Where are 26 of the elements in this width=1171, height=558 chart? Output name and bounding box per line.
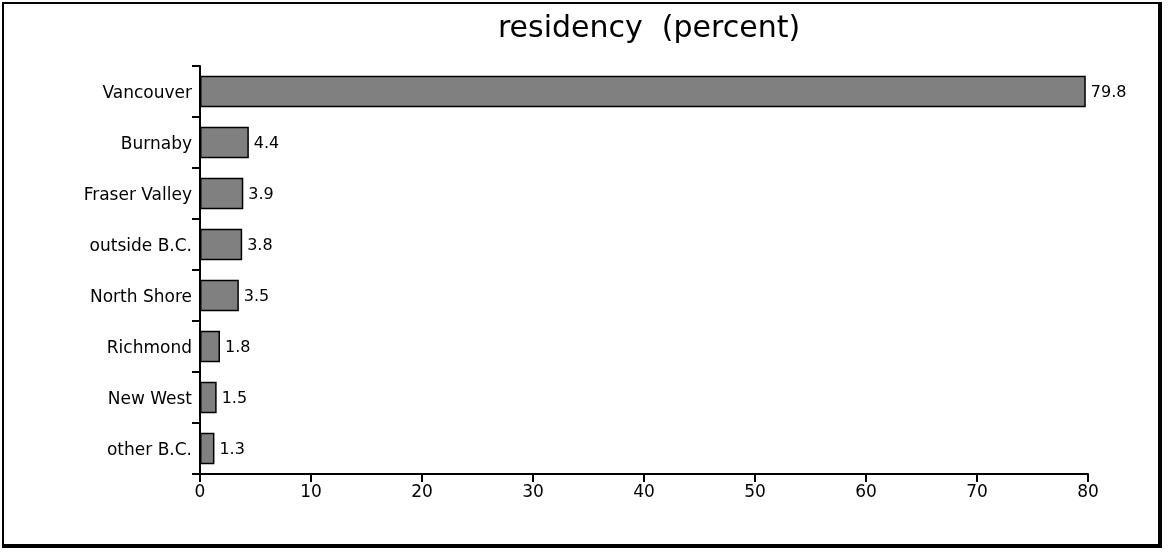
y-tick-label: New West xyxy=(107,387,193,408)
data-label: 1.5 xyxy=(221,388,248,407)
data-label: 3.5 xyxy=(243,286,270,305)
data-label: 3.8 xyxy=(247,235,273,254)
x-tick-label: 80 xyxy=(1077,480,1099,501)
x-tick-label: 20 xyxy=(411,480,433,501)
data-label: 79.8 xyxy=(1090,82,1127,101)
data-label: 4.4 xyxy=(253,133,280,152)
y-tick-label: outside B.C. xyxy=(89,234,192,255)
x-tick-label: 50 xyxy=(744,480,766,501)
x-tick-label: 0 xyxy=(194,480,206,501)
x-tick-label: 10 xyxy=(300,480,322,501)
x-tick-label: 40 xyxy=(633,480,655,501)
y-tick-label: other B.C. xyxy=(106,438,192,459)
y-tick-label: Burnaby xyxy=(120,132,192,153)
chart-title: residency (percent) xyxy=(497,8,801,44)
data-label: 3.9 xyxy=(248,184,274,203)
x-tick-label: 60 xyxy=(855,480,877,501)
y-tick-label: Vancouver xyxy=(102,81,192,102)
data-label: 1.8 xyxy=(224,337,251,356)
x-tick-label: 30 xyxy=(522,480,544,501)
y-tick-label: Fraser Valley xyxy=(83,183,192,204)
y-tick-label: Richmond xyxy=(106,336,192,357)
y-tick-label: North Shore xyxy=(90,285,192,306)
data-label: 1.3 xyxy=(219,439,245,458)
x-tick-label: 70 xyxy=(966,480,988,501)
